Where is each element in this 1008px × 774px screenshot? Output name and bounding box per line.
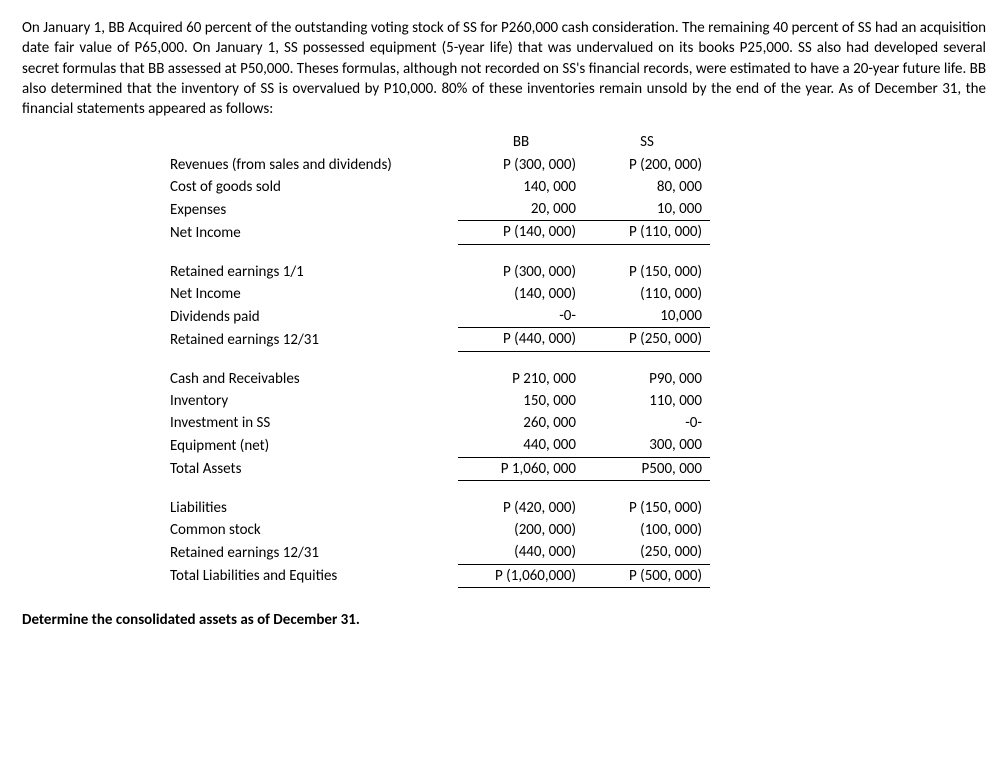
row-equip-label: Equipment (net) bbox=[162, 434, 458, 457]
row-totalassets-label: Total Assets bbox=[162, 457, 458, 480]
header-bb: BB bbox=[458, 131, 584, 153]
row-invest-ss: -0- bbox=[584, 412, 710, 434]
row-totalle-bb: P (1,060,000) bbox=[458, 564, 584, 587]
row-reclose-bb: P (440, 000) bbox=[458, 328, 584, 351]
header-blank bbox=[162, 131, 458, 153]
financial-statements: BB SS Revenues (from sales and dividends… bbox=[162, 131, 986, 588]
row-cs-label: Common stock bbox=[162, 519, 458, 541]
row-totalle-label: Total Liabilities and Equities bbox=[162, 564, 458, 587]
row-reopen-label: Retained earnings 1/1 bbox=[162, 261, 458, 283]
row-liab-ss: P (150, 000) bbox=[584, 497, 710, 519]
row-ni-bb: (140, 000) bbox=[458, 283, 584, 305]
row-releq-bb: (440, 000) bbox=[458, 541, 584, 564]
row-cs-ss: (100, 000) bbox=[584, 519, 710, 541]
row-div-label: Dividends paid bbox=[162, 305, 458, 328]
row-liab-bb: P (420, 000) bbox=[458, 497, 584, 519]
row-totalassets-bb: P 1,060, 000 bbox=[458, 457, 584, 480]
row-cogs-ss: 80, 000 bbox=[584, 176, 710, 198]
row-inv-label: Inventory bbox=[162, 390, 458, 412]
row-expenses-ss: 10, 000 bbox=[584, 198, 710, 221]
row-revenues-bb: P (300, 000) bbox=[458, 154, 584, 176]
row-netincome-label: Net Income bbox=[162, 221, 458, 244]
row-cs-bb: (200, 000) bbox=[458, 519, 584, 541]
financial-table: BB SS Revenues (from sales and dividends… bbox=[162, 131, 710, 588]
row-cogs-label: Cost of goods sold bbox=[162, 176, 458, 198]
row-expenses-label: Expenses bbox=[162, 198, 458, 221]
row-totalle-ss: P (500, 000) bbox=[584, 564, 710, 587]
row-revenues-ss: P (200, 000) bbox=[584, 154, 710, 176]
problem-intro: On January 1, BB Acquired 60 percent of … bbox=[22, 18, 986, 119]
question-prompt: Determine the consolidated assets as of … bbox=[22, 610, 986, 630]
row-reopen-ss: P (150, 000) bbox=[584, 261, 710, 283]
row-reclose-label: Retained earnings 12/31 bbox=[162, 328, 458, 351]
row-reclose-ss: P (250, 000) bbox=[584, 328, 710, 351]
row-equip-ss: 300, 000 bbox=[584, 434, 710, 457]
row-expenses-bb: 20, 000 bbox=[458, 198, 584, 221]
row-invest-bb: 260, 000 bbox=[458, 412, 584, 434]
row-netincome-bb: P (140, 000) bbox=[458, 221, 584, 244]
row-inv-bb: 150, 000 bbox=[458, 390, 584, 412]
row-cash-label: Cash and Receivables bbox=[162, 368, 458, 390]
row-ni-ss: (110, 000) bbox=[584, 283, 710, 305]
row-div-bb: -0- bbox=[458, 305, 584, 328]
row-ni-label: Net Income bbox=[162, 283, 458, 305]
row-releq-label: Retained earnings 12/31 bbox=[162, 541, 458, 564]
row-cash-ss: P90, 000 bbox=[584, 368, 710, 390]
row-cogs-bb: 140, 000 bbox=[458, 176, 584, 198]
row-releq-ss: (250, 000) bbox=[584, 541, 710, 564]
row-totalassets-ss: P500, 000 bbox=[584, 457, 710, 480]
header-ss: SS bbox=[584, 131, 710, 153]
row-liab-label: Liabilities bbox=[162, 497, 458, 519]
row-cash-bb: P 210, 000 bbox=[458, 368, 584, 390]
row-div-ss: 10,000 bbox=[584, 305, 710, 328]
row-inv-ss: 110, 000 bbox=[584, 390, 710, 412]
row-revenues-label: Revenues (from sales and dividends) bbox=[162, 154, 458, 176]
row-invest-label: Investment in SS bbox=[162, 412, 458, 434]
row-equip-bb: 440, 000 bbox=[458, 434, 584, 457]
row-reopen-bb: P (300, 000) bbox=[458, 261, 584, 283]
row-netincome-ss: P (110, 000) bbox=[584, 221, 710, 244]
